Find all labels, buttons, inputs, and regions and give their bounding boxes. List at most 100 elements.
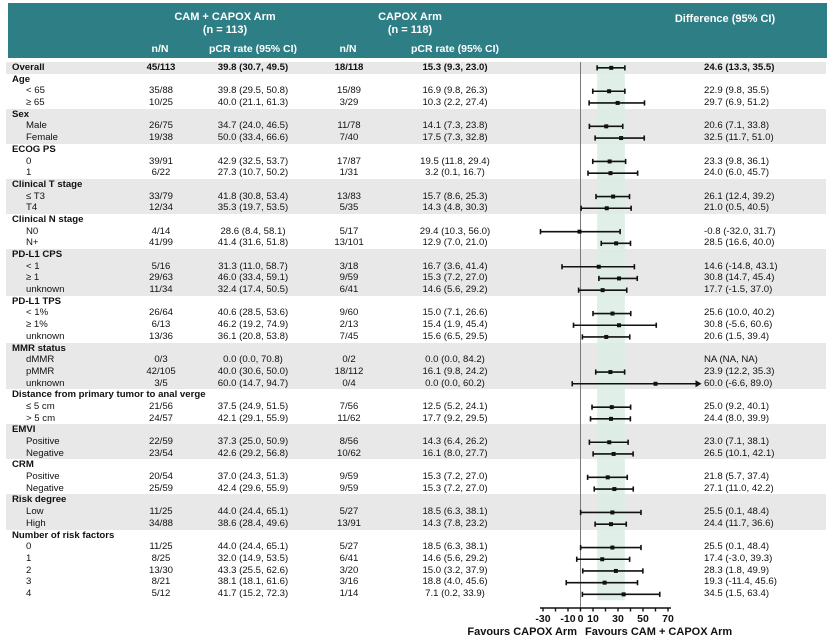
section-header-row: Clinical N stage <box>0 214 832 226</box>
arm1-pcr-value: 41.8 (30.8, 53.4) <box>217 190 289 202</box>
arm2-pcr-value: 12.5 (5.2, 24.1) <box>422 400 488 412</box>
row-label: Risk degree <box>12 494 67 506</box>
arm1-nN-value: 11/25 <box>149 506 173 518</box>
arm2-nN-value: 7/56 <box>339 400 359 412</box>
difference-value: 24.6 (13.3, 35.5) <box>704 62 775 73</box>
difference-value: 21.8 (5.7, 37.4) <box>704 471 770 483</box>
row-label: unknown <box>26 284 65 296</box>
difference-value: 26.5 (10.1, 42.1) <box>704 447 775 459</box>
arm2-nN-value: 9/59 <box>339 471 359 483</box>
row-label: ≥ 65 <box>26 97 45 109</box>
difference-value: 20.6 (7.1, 33.8) <box>704 120 770 132</box>
arm2-nN-value: 9/59 <box>339 482 359 494</box>
difference-value: 20.6 (1.5, 39.4) <box>704 330 770 342</box>
arm1-pcr-value: 28.6 (8.4, 58.1) <box>220 225 286 237</box>
difference-value: 23.3 (9.8, 36.1) <box>704 155 770 167</box>
arm1-nN-value: 12/34 <box>148 202 173 214</box>
arm1-nN-column-header: n/N <box>151 43 169 55</box>
arm1-nN-value: 19/38 <box>148 132 173 144</box>
arm2-pcr-value: 15.3 (7.2, 27.0) <box>422 482 488 494</box>
row-label: Negative <box>26 447 64 459</box>
subgroup-data-row: ≥ 65 10/25 40.0 (21.1, 61.3) 3/29 10.3 (2.2,… <box>0 97 832 109</box>
arm2-nN-value: 2/13 <box>339 319 359 331</box>
arm1-nN-value: 10/25 <box>148 97 173 109</box>
arm1-nN-value: 25/59 <box>148 482 173 494</box>
arm2-title: CAPOX Arm <box>378 11 442 23</box>
difference-value: 19.3 (-11.4, 45.6) <box>704 576 777 588</box>
arm2-nN-value: 7/45 <box>339 330 359 342</box>
row-label: Female <box>26 132 58 144</box>
row-label: EMVI <box>12 424 36 436</box>
row-label: Overall <box>12 62 45 73</box>
subgroup-data-row: ≥ 1% 6/13 46.2 (19.2, 74.9) 2/13 15.4 (1.9, … <box>0 319 832 331</box>
arm1-nN-value: 41/99 <box>148 237 173 249</box>
arm1-pcr-value: 40.0 (21.1, 61.3) <box>217 97 289 109</box>
subgroup-data-row: 0 11/25 44.0 (24.4, 65.1) 5/27 18.5 (6.3, 38… <box>0 541 832 553</box>
row-label: MMR status <box>12 342 66 354</box>
row-label: 1 <box>26 167 32 179</box>
subgroup-data-row: Male 26/75 34.7 (24.0, 46.5) 11/78 14.1 (7.3… <box>0 120 832 133</box>
arm2-pcr-value: 15.0 (3.2, 37.9) <box>422 564 488 576</box>
row-label: CRM <box>12 459 34 471</box>
arm2-pcr-column-header: pCR rate (95% CI) <box>410 43 500 55</box>
arm1-nN-value: 5/16 <box>151 260 171 272</box>
difference-value: NA (NA, NA) <box>704 354 758 366</box>
row-label: Age <box>12 73 31 85</box>
arm1-pcr-value: 44.0 (24.4, 65.1) <box>217 506 289 518</box>
arm2-pcr-value: 14.6 (5.6, 29.2) <box>422 284 488 296</box>
arm2-pcr-value: 18.5 (6.3, 38.1) <box>422 506 488 518</box>
subgroup-data-row: ≤ 5 cm 21/56 37.5 (24.9, 51.5) 7/56 12.5 (5.… <box>0 401 832 413</box>
arm1-nN-value: 22/59 <box>148 436 173 447</box>
row-label: 3 <box>26 576 32 588</box>
row-label: 4 <box>26 587 32 599</box>
arm2-pcr-value: 16.1 (9.8, 24.2) <box>422 365 488 377</box>
row-label: PD-L1 TPS <box>12 295 62 307</box>
row-label: T4 <box>26 202 38 214</box>
difference-value: 30.8 (14.7, 45.4) <box>704 272 775 284</box>
difference-value: 25.5 (0.1, 48.4) <box>704 541 770 553</box>
arm2-pcr-value: 15.7 (8.6, 25.3) <box>422 190 488 202</box>
row-label: ≥ 1 <box>26 272 40 284</box>
arm2-nN-value: 11/78 <box>337 120 361 132</box>
subgroup-data-row: ≥ 1 29/63 46.0 (33.4, 59.1) 9/59 15.3 (7.2, … <box>0 272 832 285</box>
arm1-pcr-value: 46.0 (33.4, 59.1) <box>217 272 289 284</box>
arm2-nN-value: 5/35 <box>339 202 359 214</box>
difference-column-header: Difference (95% CI) <box>674 13 776 25</box>
arm2-pcr-value: 14.3 (4.8, 30.3) <box>422 202 488 214</box>
arm1-n: (n = 113) <box>202 24 248 36</box>
arm2-pcr-value: 14.1 (7.3, 23.8) <box>422 120 488 132</box>
difference-value: 21.0 (0.5, 40.5) <box>704 202 770 214</box>
arm2-pcr-value: 15.4 (1.9, 45.4) <box>422 319 488 331</box>
row-label: unknown <box>26 377 65 389</box>
arm1-pcr-column-header: pCR rate (95% CI) <box>208 43 298 55</box>
arm2-nN-value: 7/40 <box>339 132 359 144</box>
arm1-nN-value: 35/88 <box>148 85 173 97</box>
subgroup-data-row: N+ 41/99 41.4 (31.6, 51.8) 13/101 12.9 (7.0,… <box>0 237 832 249</box>
subgroup-data-row: T4 12/34 35.3 (19.7, 53.5) 5/35 14.3 (4.8, 3… <box>0 202 832 214</box>
section-header-row: Risk degree <box>0 494 832 507</box>
arm1-pcr-value: 37.0 (24.3, 51.3) <box>217 471 289 483</box>
arm2-nN-value: 5/17 <box>339 225 359 237</box>
x-axis-tick-label: 10 <box>587 613 599 625</box>
arm1-nN-value: 26/75 <box>148 120 173 132</box>
difference-value: 17.7 (-1.5, 37.0) <box>704 284 773 296</box>
row-label: ≤ T3 <box>26 190 45 202</box>
subgroup-data-row: unknown 13/36 36.1 (20.8, 53.8) 7/45 15.6 (6… <box>0 331 832 343</box>
subgroup-data-row: 2 13/30 43.3 (25.5, 62.6) 3/20 15.0 (3.2, 37… <box>0 565 832 577</box>
arm2-pcr-value: 10.3 (2.2, 27.4) <box>422 97 488 109</box>
section-header-row: PD-L1 TPS <box>0 296 832 308</box>
row-label: > 5 cm <box>26 412 56 424</box>
arm2-nN-value: 9/60 <box>339 307 359 319</box>
section-header-row: Clinical T stage <box>0 178 832 191</box>
arm1-pcr-value: 38.6 (28.4, 49.6) <box>217 517 289 529</box>
arm1-nN-value: 45/113 <box>146 62 176 73</box>
arm1-pcr-value: 42.4 (29.6, 55.9) <box>217 482 289 494</box>
arm2-pcr-value: 0.0 (0.0, 84.2) <box>425 354 485 366</box>
arm2-pcr-value: 7.1 (0.2, 33.9) <box>425 587 485 599</box>
arm2-nN-value: 10/62 <box>336 447 361 459</box>
arm1-pcr-value: 39.8 (29.5, 50.8) <box>217 85 289 97</box>
arm2-nN-value: 3/18 <box>339 260 359 272</box>
section-header-row: MMR status <box>0 342 832 355</box>
arm2-nN-value: 1/31 <box>339 167 359 179</box>
arm2-pcr-value: 15.3 (7.2, 27.0) <box>422 272 488 284</box>
